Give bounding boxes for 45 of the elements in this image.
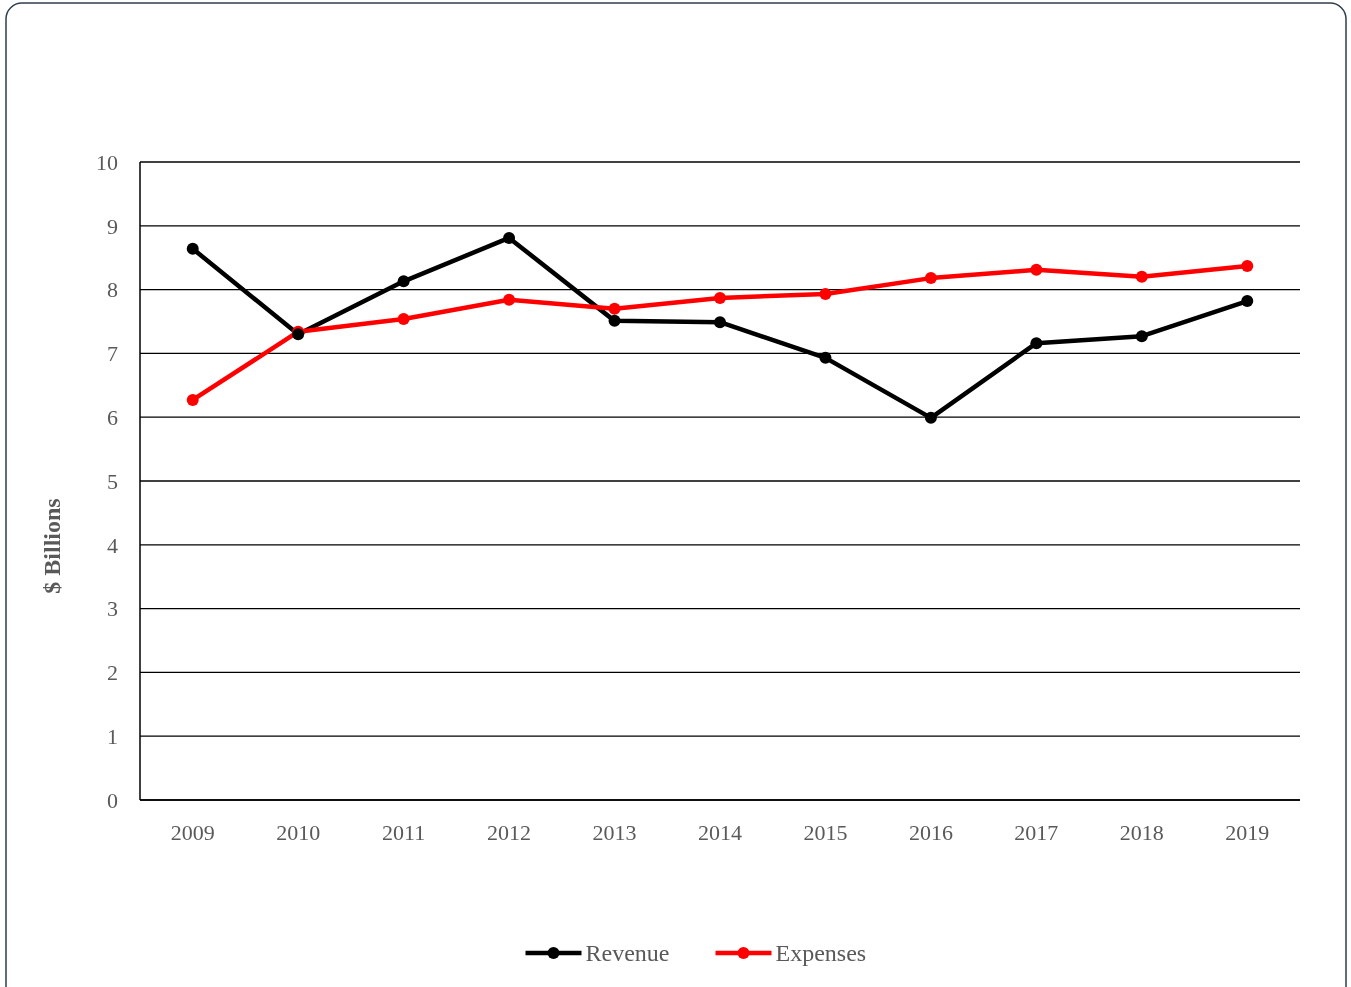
- point: [714, 316, 726, 329]
- point: [819, 351, 832, 364]
- x-tick-label: 2017: [1014, 820, 1059, 845]
- point: [714, 291, 726, 304]
- point: [1135, 330, 1148, 343]
- point: [608, 314, 621, 327]
- y-tick-label: 10: [96, 149, 118, 175]
- point: [186, 242, 199, 255]
- x-tick-label: 2010: [276, 820, 321, 845]
- point: [1030, 263, 1043, 276]
- x-tick-label: 2012: [487, 820, 532, 845]
- y-tick-label: 2: [107, 660, 118, 686]
- point: [924, 272, 937, 285]
- y-tick-label: 7: [107, 341, 118, 367]
- y-tick-label: 4: [107, 532, 118, 558]
- x-tick-label: 2011: [382, 820, 426, 845]
- y-tick-label: 3: [107, 596, 118, 622]
- x-tick-label: 2009: [170, 820, 215, 845]
- y-axis-title: $ Billions: [39, 498, 65, 594]
- x-tick-label: 2016: [908, 820, 953, 845]
- y-tick-label: 6: [107, 404, 118, 430]
- legend-label: Expenses: [775, 940, 867, 967]
- point: [1241, 295, 1254, 308]
- point: [924, 411, 937, 424]
- point: [397, 275, 410, 288]
- point: [819, 288, 832, 301]
- point: [1030, 337, 1043, 350]
- x-tick-label: 2019: [1225, 820, 1270, 845]
- y-tick-label: 8: [107, 277, 118, 303]
- point: [397, 312, 410, 325]
- point: [1241, 259, 1254, 272]
- y-tick-label: 1: [107, 723, 118, 749]
- x-tick-label: 2013: [592, 820, 637, 845]
- point: [1135, 270, 1148, 283]
- y-tick-label: 9: [107, 213, 118, 239]
- x-tick-label: 2014: [698, 820, 742, 845]
- x-tick-label: 2015: [803, 820, 848, 845]
- point: [608, 302, 621, 315]
- y-tick-label: 5: [107, 468, 118, 494]
- y-tick-label: 0: [107, 787, 118, 813]
- point: [503, 231, 516, 244]
- x-tick-label: 2018: [1119, 820, 1164, 845]
- point: [186, 393, 199, 406]
- legend-label: Revenue: [585, 940, 670, 967]
- point: [503, 293, 516, 306]
